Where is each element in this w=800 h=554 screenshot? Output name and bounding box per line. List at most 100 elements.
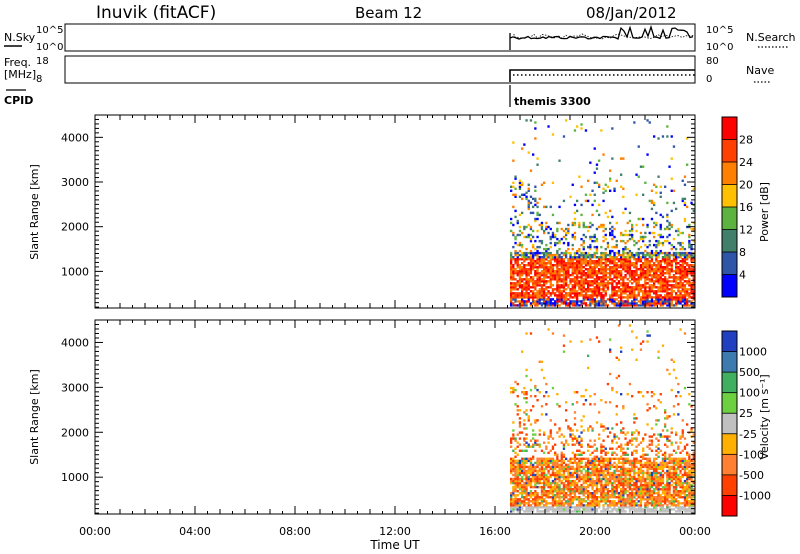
range-gate-cell bbox=[521, 278, 524, 281]
range-gate-cell bbox=[650, 479, 654, 483]
range-gate-cell bbox=[589, 483, 592, 487]
range-gate-cell bbox=[639, 485, 643, 489]
range-gate-cell bbox=[644, 258, 647, 261]
range-gate-cell bbox=[642, 340, 645, 343]
range-gate-cell bbox=[617, 290, 621, 293]
noise-sky-line bbox=[509, 24, 694, 50]
range-gate-cell bbox=[609, 262, 612, 265]
range-gate-cell bbox=[633, 302, 636, 305]
range-gate-cell bbox=[536, 217, 539, 221]
range-gate-cell bbox=[512, 193, 515, 196]
range-gate-cell bbox=[681, 300, 684, 303]
range-gate-cell bbox=[514, 187, 517, 190]
range-gate-cell bbox=[591, 266, 594, 269]
range-gate-cell bbox=[661, 251, 665, 255]
range-gate-cell bbox=[565, 298, 568, 301]
range-gate-cell bbox=[661, 459, 665, 463]
range-gate-cell bbox=[551, 288, 555, 291]
range-gate-cell bbox=[668, 262, 671, 265]
range-gate-cell bbox=[549, 235, 552, 239]
range-gate-cell bbox=[512, 421, 515, 424]
range-gate-cell bbox=[633, 413, 636, 416]
range-gate-cell bbox=[679, 459, 682, 463]
range-gate-cell bbox=[635, 483, 638, 487]
range-gate-cell bbox=[518, 276, 522, 279]
range-gate-cell bbox=[683, 504, 687, 507]
range-gate-cell bbox=[602, 496, 605, 499]
range-gate-cell bbox=[686, 262, 689, 265]
range-gate-cell bbox=[646, 469, 649, 473]
range-gate-cell bbox=[560, 302, 563, 305]
range-gate-cell bbox=[617, 270, 621, 273]
range-gate-cell bbox=[514, 494, 517, 497]
range-gate-cell bbox=[644, 483, 647, 487]
range-gate-cell bbox=[653, 286, 656, 289]
range-gate-cell bbox=[668, 268, 671, 271]
range-gate-cell bbox=[628, 290, 632, 293]
range-gate-cell bbox=[602, 274, 605, 277]
range-gate-cell bbox=[688, 508, 691, 511]
range-gate-cell bbox=[545, 225, 548, 229]
range-gate-cell bbox=[540, 449, 544, 452]
range-gate-cell bbox=[683, 203, 687, 207]
range-gate-cell bbox=[692, 502, 695, 505]
range-gate-cell bbox=[551, 445, 555, 448]
range-gate-cell bbox=[692, 473, 695, 477]
range-gate-cell bbox=[591, 235, 594, 239]
range-gate-cell bbox=[666, 278, 669, 281]
range-gate-cell bbox=[516, 433, 519, 436]
range-gate-cell bbox=[584, 500, 588, 503]
range-gate-cell bbox=[560, 294, 563, 297]
range-gate-cell bbox=[635, 449, 638, 452]
range-gate-cell bbox=[538, 251, 541, 255]
range-gate-cell bbox=[545, 467, 548, 471]
range-gate-cell bbox=[547, 256, 550, 259]
range-gate-cell bbox=[620, 266, 623, 269]
range-gate-cell bbox=[532, 479, 535, 483]
range-gate-cell bbox=[529, 233, 533, 237]
range-gate-cell bbox=[613, 481, 616, 485]
range-gate-cell bbox=[532, 502, 535, 505]
range-gate-cell bbox=[589, 264, 592, 267]
range-gate-cell bbox=[567, 483, 570, 487]
range-gate-cell bbox=[587, 443, 590, 446]
range-gate-cell bbox=[527, 207, 530, 211]
range-gate-cell bbox=[514, 235, 517, 239]
range-gate-cell bbox=[593, 260, 596, 263]
range-gate-cell bbox=[529, 469, 533, 473]
range-gate-cell bbox=[534, 496, 537, 499]
range-gate-cell bbox=[626, 443, 629, 446]
range-gate-cell bbox=[518, 195, 522, 198]
range-gate-cell bbox=[514, 177, 517, 180]
range-gate-cell bbox=[609, 459, 612, 463]
range-gate-cell bbox=[604, 262, 607, 265]
range-gate-cell bbox=[518, 471, 522, 475]
range-gate-cell bbox=[659, 488, 662, 491]
range-gate-cell bbox=[661, 260, 665, 263]
range-gate-cell bbox=[571, 223, 574, 227]
range-gate-cell bbox=[655, 481, 658, 485]
range-gate-cell bbox=[692, 258, 695, 261]
range-gate-cell bbox=[642, 256, 645, 259]
range-gate-cell bbox=[670, 290, 673, 293]
range-gate-cell bbox=[646, 461, 649, 465]
range-gate-cell bbox=[556, 475, 559, 479]
range-gate-cell bbox=[514, 270, 517, 273]
range-gate-cell bbox=[587, 429, 590, 432]
range-gate-cell bbox=[683, 290, 687, 293]
range-gate-cell bbox=[617, 272, 621, 275]
range-gate-cell bbox=[657, 233, 660, 237]
range-gate-cell bbox=[622, 483, 625, 487]
range-gate-cell bbox=[646, 467, 649, 471]
range-gate-cell bbox=[514, 380, 517, 384]
range-gate-cell bbox=[545, 479, 548, 483]
range-gate-cell bbox=[510, 504, 513, 507]
range-gate-cell bbox=[675, 298, 678, 301]
range-gate-cell bbox=[661, 490, 665, 493]
range-gate-cell bbox=[653, 296, 656, 299]
range-gate-cell bbox=[512, 292, 515, 295]
range-gate-cell bbox=[516, 262, 519, 265]
range-gate-cell bbox=[521, 243, 524, 247]
range-gate-cell bbox=[653, 471, 656, 475]
range-gate-cell bbox=[567, 270, 570, 273]
